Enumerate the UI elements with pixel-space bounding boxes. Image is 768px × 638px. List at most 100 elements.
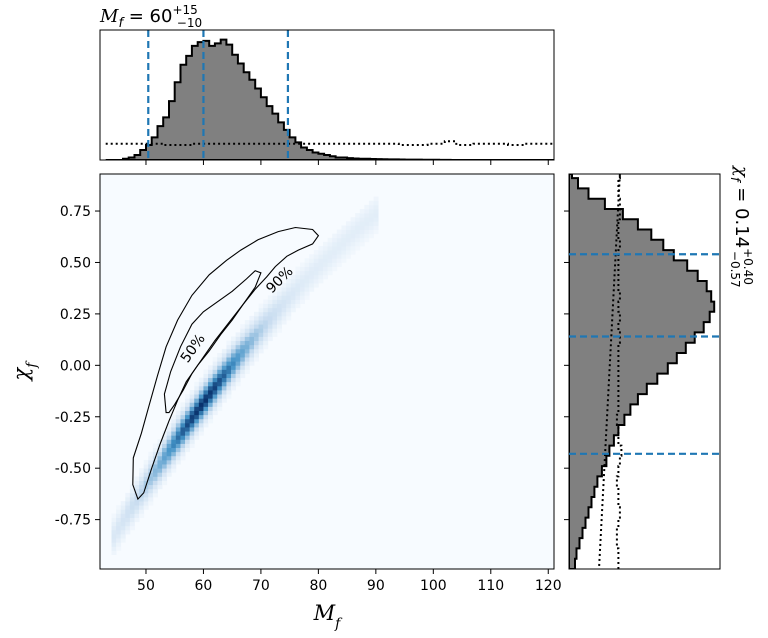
heatmap-cell	[175, 427, 181, 432]
heatmap-cell	[185, 447, 191, 453]
heatmap-cell	[364, 229, 370, 235]
heatmap-cell	[272, 307, 278, 313]
heatmap-cell	[185, 398, 191, 403]
heatmap-cell	[148, 496, 154, 502]
heatmap-cell	[299, 274, 305, 280]
heatmap-cell	[175, 443, 181, 449]
heatmap-cell	[295, 299, 301, 305]
heatmap-cell	[134, 505, 140, 510]
y-axis-label: χf	[9, 360, 40, 383]
heatmap-cell	[281, 283, 287, 288]
heatmap-cell	[299, 270, 305, 276]
heatmap-cell	[212, 406, 218, 411]
heatmap-cell	[231, 352, 237, 358]
heatmap-cell	[341, 246, 347, 251]
heatmap-cell	[263, 324, 269, 329]
heatmap-cell	[254, 311, 260, 317]
heatmap-cell	[336, 241, 342, 247]
heatmap-cell	[318, 258, 324, 263]
heatmap-cell	[272, 328, 278, 333]
heatmap-cell	[212, 398, 218, 403]
heatmap-cell	[180, 418, 186, 424]
heatmap-cell	[120, 505, 126, 510]
heatmap-cell	[368, 221, 374, 226]
heatmap-cell	[309, 278, 315, 284]
heatmap-cell	[336, 246, 342, 251]
heatmap-cell	[189, 422, 195, 428]
heatmap-cell	[212, 357, 218, 362]
heatmap-cell	[152, 447, 158, 453]
heatmap-cell	[148, 476, 154, 481]
heatmap-cell	[203, 410, 209, 416]
heatmap-cell	[249, 361, 255, 366]
heatmap-cell	[120, 501, 126, 506]
right-marginal	[569, 174, 716, 569]
heatmap-cell	[120, 538, 126, 543]
heatmap-cell	[373, 225, 379, 230]
heatmap-cell	[299, 287, 305, 292]
heatmap-cell	[189, 410, 195, 416]
heatmap-cell	[281, 299, 287, 305]
heatmap-cell	[203, 394, 209, 399]
heatmap-cell	[116, 546, 122, 551]
heatmap-cell	[134, 484, 140, 490]
heatmap-cell	[111, 529, 117, 535]
heatmap-cell	[286, 303, 292, 309]
heatmap-cell	[341, 241, 347, 247]
heatmap-cell	[226, 390, 232, 395]
heatmap-cell	[364, 204, 370, 210]
heatmap-cell	[327, 250, 333, 255]
heatmap-cell	[231, 381, 237, 387]
heatmap-cell	[267, 332, 273, 337]
heatmap-cell	[322, 241, 328, 247]
heatmap-cell	[208, 414, 214, 420]
heatmap-cell	[290, 295, 296, 300]
y-tick-label: 0.50	[60, 255, 91, 271]
heatmap-cell	[180, 439, 186, 444]
right-frame	[568, 173, 721, 570]
heatmap-cell	[212, 361, 218, 366]
heatmap-cell	[111, 542, 117, 547]
heatmap-cell	[157, 447, 163, 453]
heatmap-cell	[221, 398, 227, 403]
heatmap-cell	[235, 352, 241, 358]
heatmap-cell	[139, 480, 145, 486]
heatmap-cell	[194, 431, 200, 436]
heatmap-cell	[120, 509, 126, 514]
heatmap-cell	[277, 295, 282, 300]
heatmap-cell	[240, 373, 246, 379]
heatmap-cell	[373, 221, 379, 226]
heatmap-cell	[286, 287, 292, 292]
heatmap-cell	[355, 213, 361, 218]
heatmap-cell	[318, 266, 324, 272]
heatmap-cell	[345, 246, 351, 251]
heatmap-cell	[318, 278, 324, 284]
heatmap-cell	[359, 237, 365, 243]
heatmap-cell	[290, 283, 296, 288]
heatmap-cell	[226, 394, 232, 399]
heatmap-cell	[157, 439, 163, 444]
heatmap-cell	[226, 365, 232, 370]
heatmap-cell	[166, 455, 172, 461]
heatmap-cell	[244, 336, 250, 342]
heatmap-cell	[217, 369, 223, 374]
heatmap-cell	[258, 324, 264, 329]
heatmap-cell	[194, 427, 200, 432]
heatmap-cell	[134, 488, 140, 494]
heatmap-cell	[309, 283, 315, 288]
heatmap-cell	[313, 258, 319, 263]
heatmap-cell	[281, 315, 287, 321]
heatmap-cell	[244, 352, 250, 358]
heatmap-cell	[198, 381, 204, 387]
heatmap-cell	[194, 406, 200, 411]
heatmap-cell	[249, 315, 255, 321]
heatmap-cell	[299, 266, 305, 272]
x-tick-label: 50	[137, 578, 155, 594]
heatmap-cell	[194, 414, 200, 420]
heatmap-cell	[368, 200, 374, 206]
heatmap-cell	[162, 435, 168, 440]
heatmap-cell	[295, 270, 301, 276]
y-tick-label: 0.00	[60, 358, 91, 374]
heatmap-cell	[203, 369, 209, 374]
heatmap-cell	[208, 418, 214, 424]
